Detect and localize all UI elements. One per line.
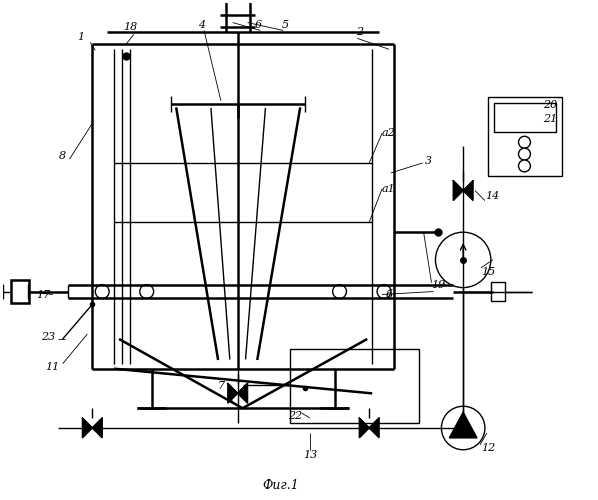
Polygon shape: [449, 412, 477, 438]
Circle shape: [441, 406, 485, 450]
Polygon shape: [453, 181, 463, 201]
Text: 4: 4: [197, 20, 205, 30]
Text: 19: 19: [431, 280, 446, 289]
Circle shape: [377, 284, 391, 298]
Circle shape: [140, 284, 154, 298]
Polygon shape: [237, 384, 248, 404]
Bar: [491, 282, 505, 302]
Bar: [11, 280, 29, 303]
Polygon shape: [463, 181, 473, 201]
Text: 17: 17: [36, 290, 50, 300]
Text: 11: 11: [45, 362, 60, 372]
Polygon shape: [228, 384, 237, 404]
Text: a1: a1: [382, 184, 396, 194]
Text: 20: 20: [543, 100, 557, 110]
Polygon shape: [83, 418, 92, 438]
Bar: [290, 349, 419, 423]
Bar: [488, 96, 562, 176]
Polygon shape: [369, 418, 379, 438]
Text: 22: 22: [288, 411, 302, 421]
Text: 15: 15: [481, 267, 495, 277]
Text: a2: a2: [382, 128, 396, 138]
Circle shape: [95, 284, 109, 298]
Text: 5: 5: [282, 20, 289, 30]
Circle shape: [332, 284, 346, 298]
Text: Фиг.1: Фиг.1: [262, 479, 298, 492]
Polygon shape: [359, 418, 369, 438]
Text: 1: 1: [77, 32, 84, 42]
Text: 2: 2: [356, 28, 363, 38]
Text: 7: 7: [217, 382, 224, 392]
Circle shape: [518, 136, 530, 148]
Text: 6: 6: [255, 20, 262, 30]
Text: 23: 23: [41, 332, 55, 342]
Polygon shape: [92, 418, 102, 438]
Text: 18: 18: [123, 22, 137, 32]
Text: 13: 13: [303, 450, 317, 460]
Circle shape: [518, 160, 530, 172]
Text: 3: 3: [425, 156, 432, 166]
Circle shape: [435, 232, 491, 287]
Text: 8: 8: [59, 151, 66, 161]
Bar: [494, 102, 556, 132]
Text: 14: 14: [486, 190, 500, 200]
Text: 12: 12: [481, 443, 495, 453]
Text: б: б: [386, 290, 392, 300]
Text: 21: 21: [543, 114, 557, 124]
Circle shape: [518, 148, 530, 160]
